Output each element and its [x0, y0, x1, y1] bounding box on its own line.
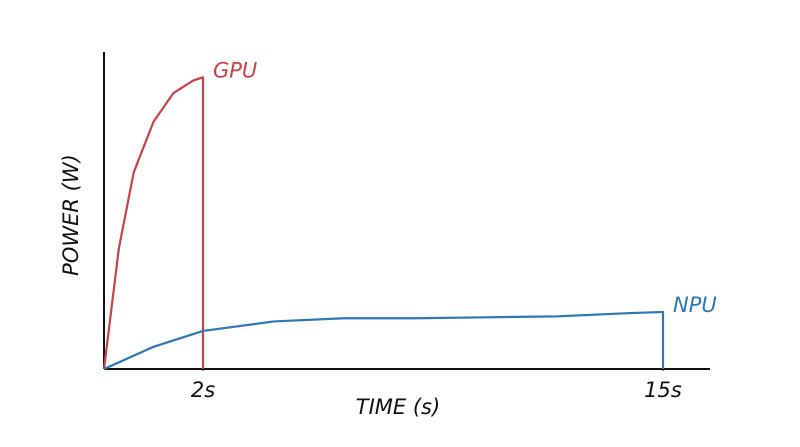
series-line — [102, 76, 205, 370]
series-line — [103, 310, 665, 371]
series-label: GPU — [213, 58, 257, 82]
x-tick-label: 15s — [644, 378, 682, 402]
x-tick-label: 2s — [191, 378, 215, 402]
series-label: NPU — [673, 293, 717, 317]
x-axis-label: TIME (s) — [356, 395, 440, 419]
y-axis-label: POWER (W) — [59, 154, 83, 276]
